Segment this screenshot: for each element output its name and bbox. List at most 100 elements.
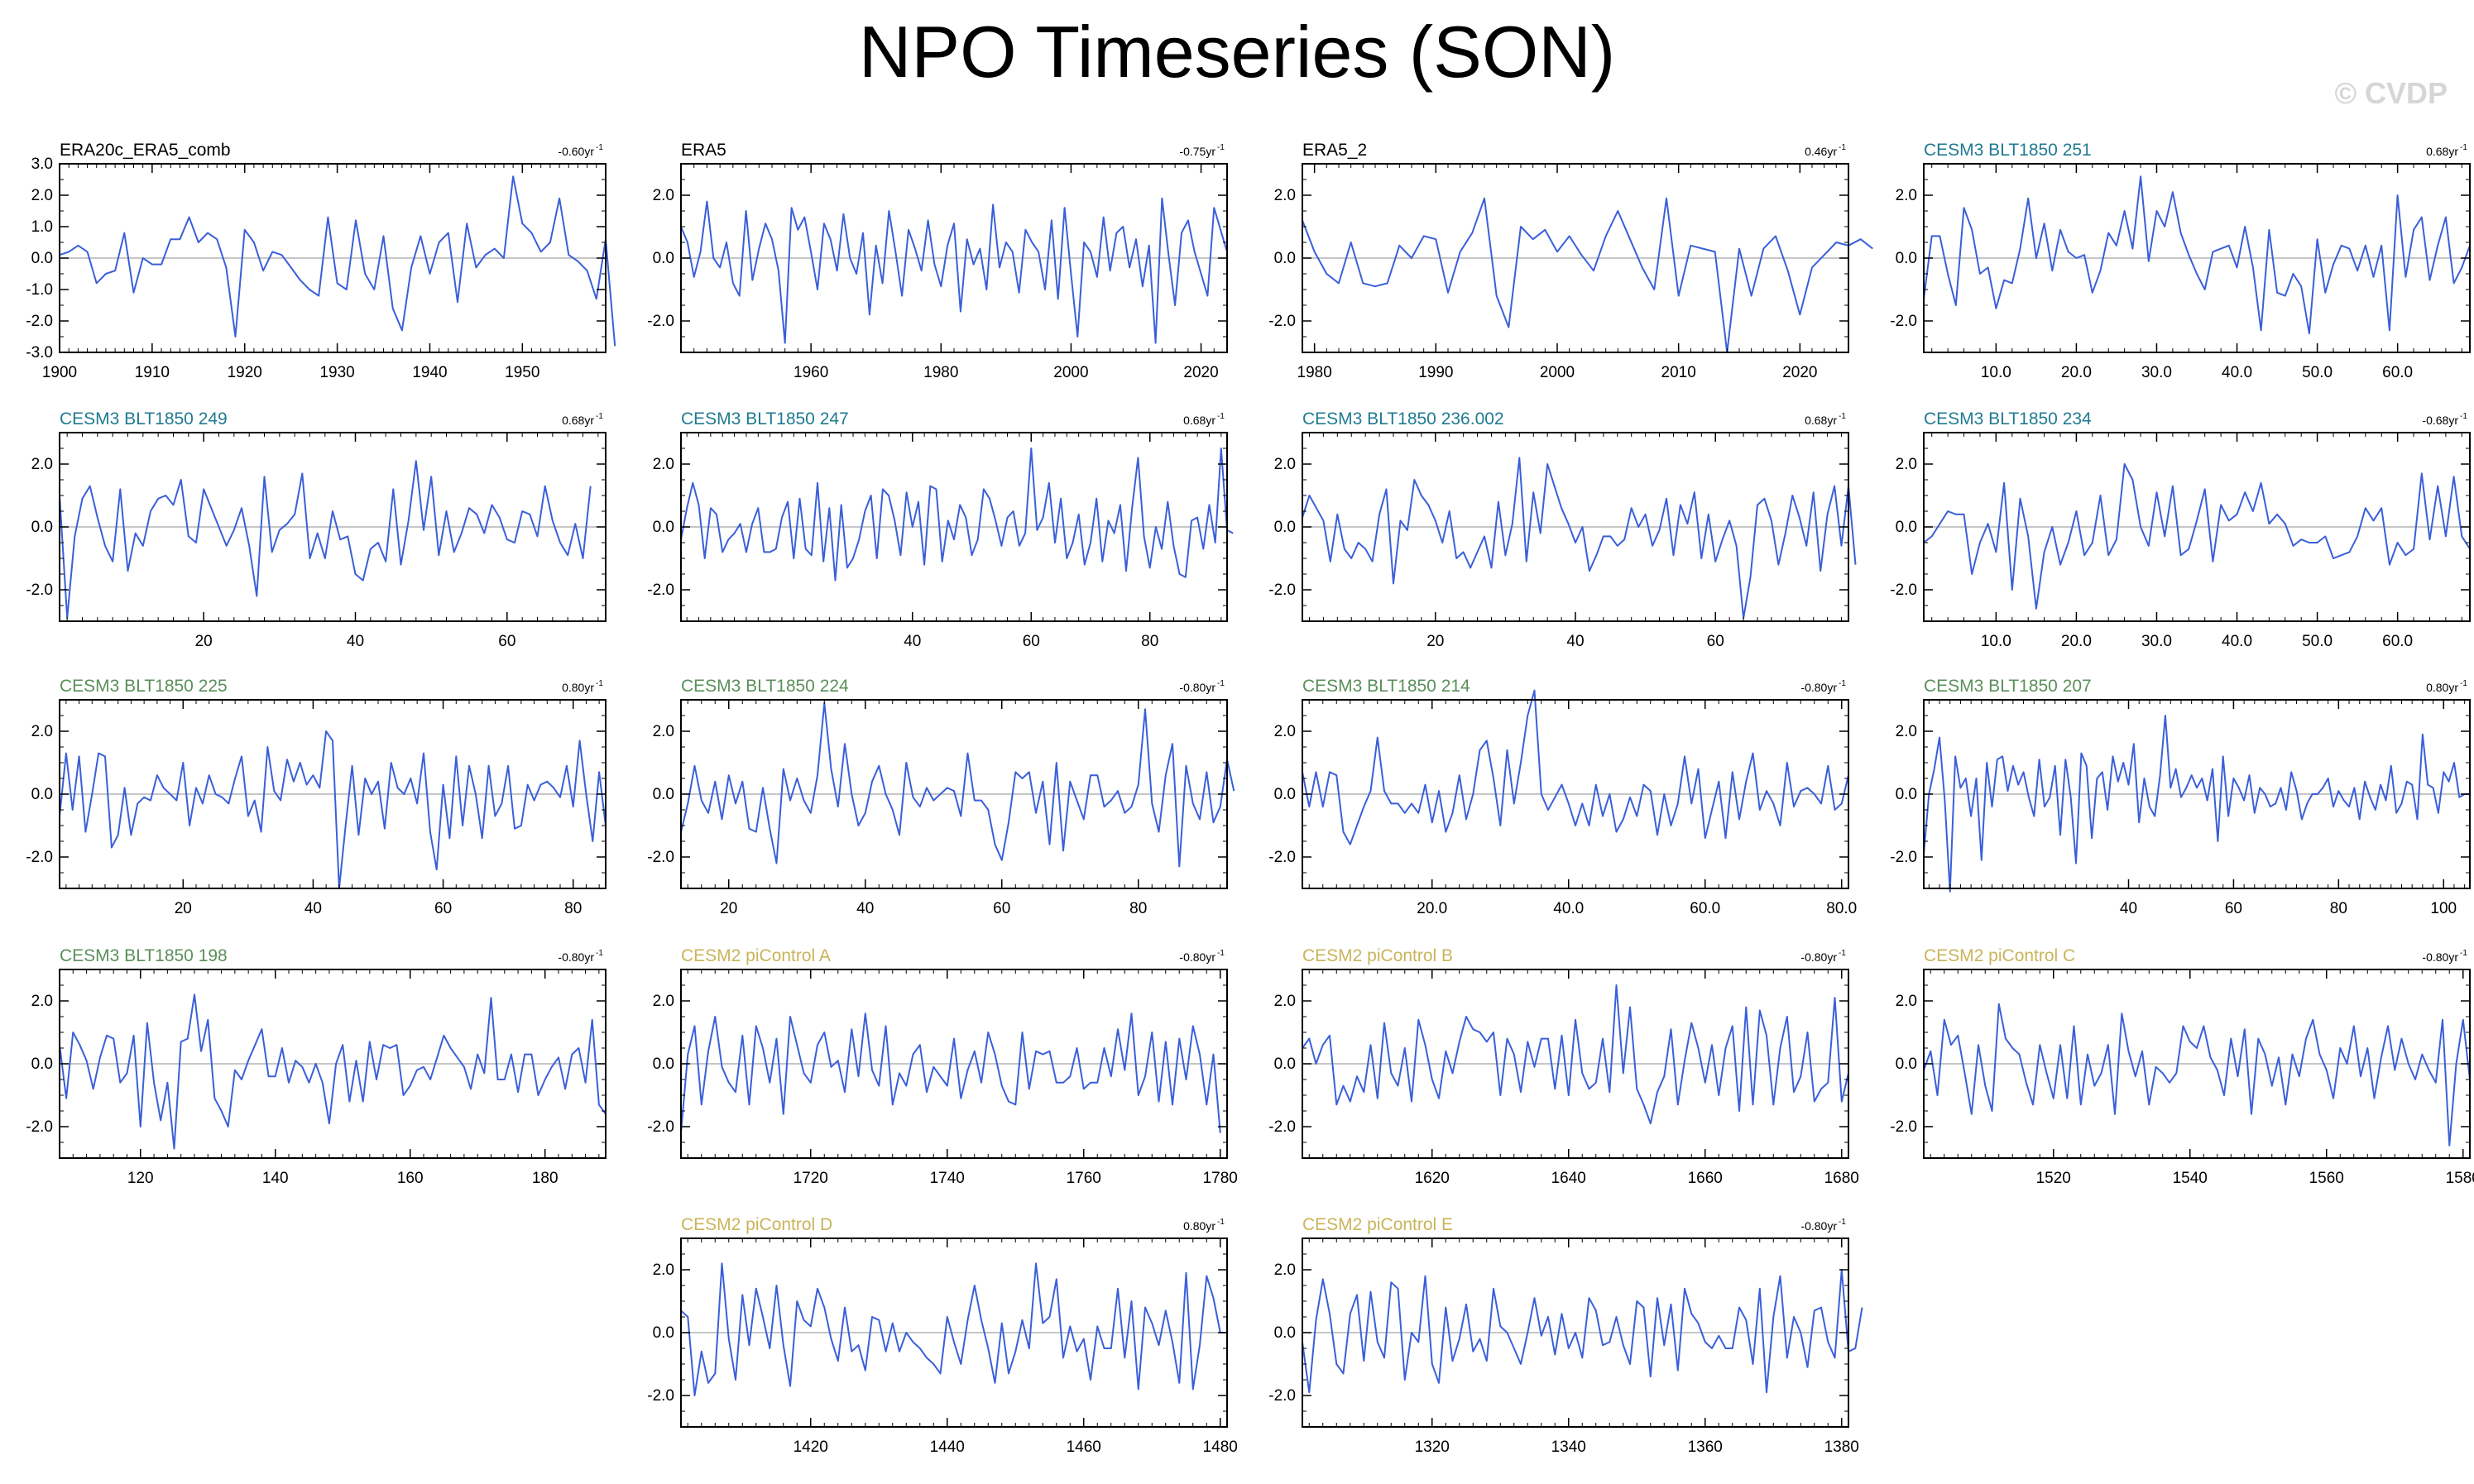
- x-tick-label: 60: [498, 633, 515, 650]
- panel-title: CESM2 piControl D: [681, 1215, 832, 1234]
- trend-label: 0.68yr: [2426, 145, 2458, 158]
- y-tick-label: 2.0: [1896, 187, 1917, 204]
- trend-superscript: -1: [1217, 949, 1225, 958]
- y-tick-label: -2.0: [1268, 582, 1296, 599]
- y-tick-label: 3.0: [31, 156, 53, 173]
- x-tick-label: 30.0: [2141, 633, 2172, 650]
- x-tick-label: 1990: [1418, 364, 1453, 381]
- trend-superscript: -1: [596, 679, 603, 688]
- x-tick-label: 20.0: [2061, 633, 2092, 650]
- x-tick-label: 1420: [794, 1439, 828, 1456]
- y-tick-label: -2.0: [1268, 313, 1296, 330]
- trend-superscript: -1: [1839, 949, 1846, 958]
- series-line: [1302, 689, 1849, 845]
- series-line: [1302, 1269, 1863, 1394]
- x-tick-label: 40: [904, 633, 921, 650]
- trend-superscript: -1: [2460, 949, 2467, 958]
- panel-title: CESM3 BLT1850 207: [1924, 677, 2092, 696]
- x-tick-label: 1930: [319, 364, 354, 381]
- trend-superscript: -1: [1839, 412, 1846, 421]
- panel-title: CESM3 BLT1850 251: [1924, 141, 2092, 160]
- x-tick-label: 1720: [794, 1170, 828, 1187]
- series-line: [680, 1012, 1221, 1133]
- y-tick-label: 0.0: [653, 1056, 674, 1073]
- y-tick-label: -2.0: [26, 1118, 53, 1136]
- series-line: [59, 730, 607, 889]
- y-tick-label: -2.0: [1268, 849, 1296, 866]
- y-tick-label: 2.0: [1896, 456, 1917, 473]
- y-tick-label: 2.0: [653, 723, 674, 740]
- y-tick-label: -2.0: [1268, 1387, 1296, 1405]
- x-tick-label: 40: [304, 900, 322, 917]
- series-line: [680, 197, 1228, 344]
- trend-label: 0.68yr: [562, 414, 594, 427]
- panel-7: CESM3 BLT1850 236.002 0.68yr -1 20 40 60 2.0 0.…: [1268, 409, 1857, 650]
- panel-6: CESM3 BLT1850 247 0.68yr -1 40 60 80 2.0 0.0 -2.…: [647, 409, 1234, 650]
- x-tick-label: 2000: [1540, 364, 1575, 381]
- y-tick-label: 0.0: [1896, 519, 1917, 536]
- panel-title: CESM2 piControl E: [1302, 1215, 1453, 1234]
- panel-13: CESM3 BLT1850 198 -0.80yr -1 120 140 160 180 2.…: [26, 946, 607, 1187]
- y-tick-label: 2.0: [31, 456, 53, 473]
- x-tick-label: 180: [532, 1170, 559, 1187]
- panel-17: CESM2 piControl D 0.80yr -1 1420 1440 1460 148…: [647, 1215, 1238, 1456]
- panel-title: ERA5_2: [1302, 141, 1367, 160]
- panel-title: CESM2 piControl C: [1924, 946, 2075, 965]
- x-tick-label: 10.0: [1981, 364, 2011, 381]
- y-tick-label: -2.0: [1268, 1118, 1296, 1136]
- x-tick-label: 80: [1129, 900, 1147, 917]
- trend-superscript: -1: [1217, 412, 1225, 421]
- x-tick-label: 40.0: [1553, 900, 1584, 917]
- y-tick-label: 0.0: [1274, 1056, 1296, 1073]
- y-tick-label: -2.0: [647, 1118, 674, 1136]
- trend-superscript: -1: [1839, 679, 1846, 688]
- x-tick-label: 60: [1023, 633, 1040, 650]
- x-tick-label: 1740: [930, 1170, 965, 1187]
- y-tick-label: 2.0: [653, 456, 674, 473]
- y-tick-label: 2.0: [31, 993, 53, 1010]
- series-line: [59, 175, 616, 347]
- x-tick-label: 40: [1566, 633, 1584, 650]
- x-tick-label: 20: [195, 633, 213, 650]
- x-tick-label: 60: [1707, 633, 1724, 650]
- x-tick-label: 60.0: [1690, 900, 1720, 917]
- trend-label: 0.68yr: [1805, 414, 1837, 427]
- y-tick-label: 2.0: [31, 187, 53, 204]
- x-tick-label: 1580: [2446, 1170, 2474, 1187]
- y-tick-label: -2.0: [1890, 313, 1917, 330]
- y-tick-label: 2.0: [1274, 187, 1296, 204]
- trend-label: -0.80yr: [1179, 681, 1215, 694]
- panel-title: CESM3 BLT1850 225: [60, 677, 228, 696]
- series-line: [680, 701, 1235, 868]
- panel-title: CESM3 BLT1850 247: [681, 409, 849, 428]
- y-tick-label: -2.0: [26, 313, 53, 330]
- panel-title: CESM3 BLT1850 236.002: [1302, 409, 1504, 428]
- trend-label: 0.80yr: [2426, 681, 2458, 694]
- panel-11: CESM3 BLT1850 214 -0.80yr -1 20.0 40.0 60.0 80…: [1268, 677, 1857, 917]
- y-tick-label: 0.0: [653, 519, 674, 536]
- x-tick-label: 1980: [923, 364, 958, 381]
- series-line: [1923, 1003, 2471, 1147]
- x-tick-label: 60.0: [2382, 633, 2413, 650]
- x-tick-label: 100: [2430, 900, 2457, 917]
- y-tick-label: 0.0: [1896, 250, 1917, 267]
- x-tick-label: 80.0: [1826, 900, 1857, 917]
- trend-label: -0.60yr: [558, 145, 594, 158]
- y-tick-label: 2.0: [1274, 993, 1296, 1010]
- x-tick-label: 1910: [135, 364, 170, 381]
- series-line: [1302, 197, 1873, 353]
- trend-superscript: -1: [2460, 679, 2467, 688]
- panel-9: CESM3 BLT1850 225 0.80yr -1 20 40 60 80 2.0 0.0 -…: [26, 677, 607, 917]
- series-line: [1923, 175, 2471, 335]
- x-tick-label: 1560: [2309, 1170, 2344, 1187]
- trend-label: -0.80yr: [2422, 950, 2458, 964]
- y-tick-label: -2.0: [647, 313, 674, 330]
- y-tick-label: 0.0: [653, 250, 674, 267]
- x-tick-label: 1640: [1551, 1170, 1586, 1187]
- series-line: [1923, 463, 2471, 610]
- panel-2: ERA5 -0.75yr -1 1960 1980 2000 2020 2.0 0.0 -2.0: [647, 141, 1228, 381]
- trend-label: 0.46yr: [1805, 145, 1837, 158]
- trend-superscript: -1: [1217, 679, 1225, 688]
- x-tick-label: 1460: [1067, 1439, 1101, 1456]
